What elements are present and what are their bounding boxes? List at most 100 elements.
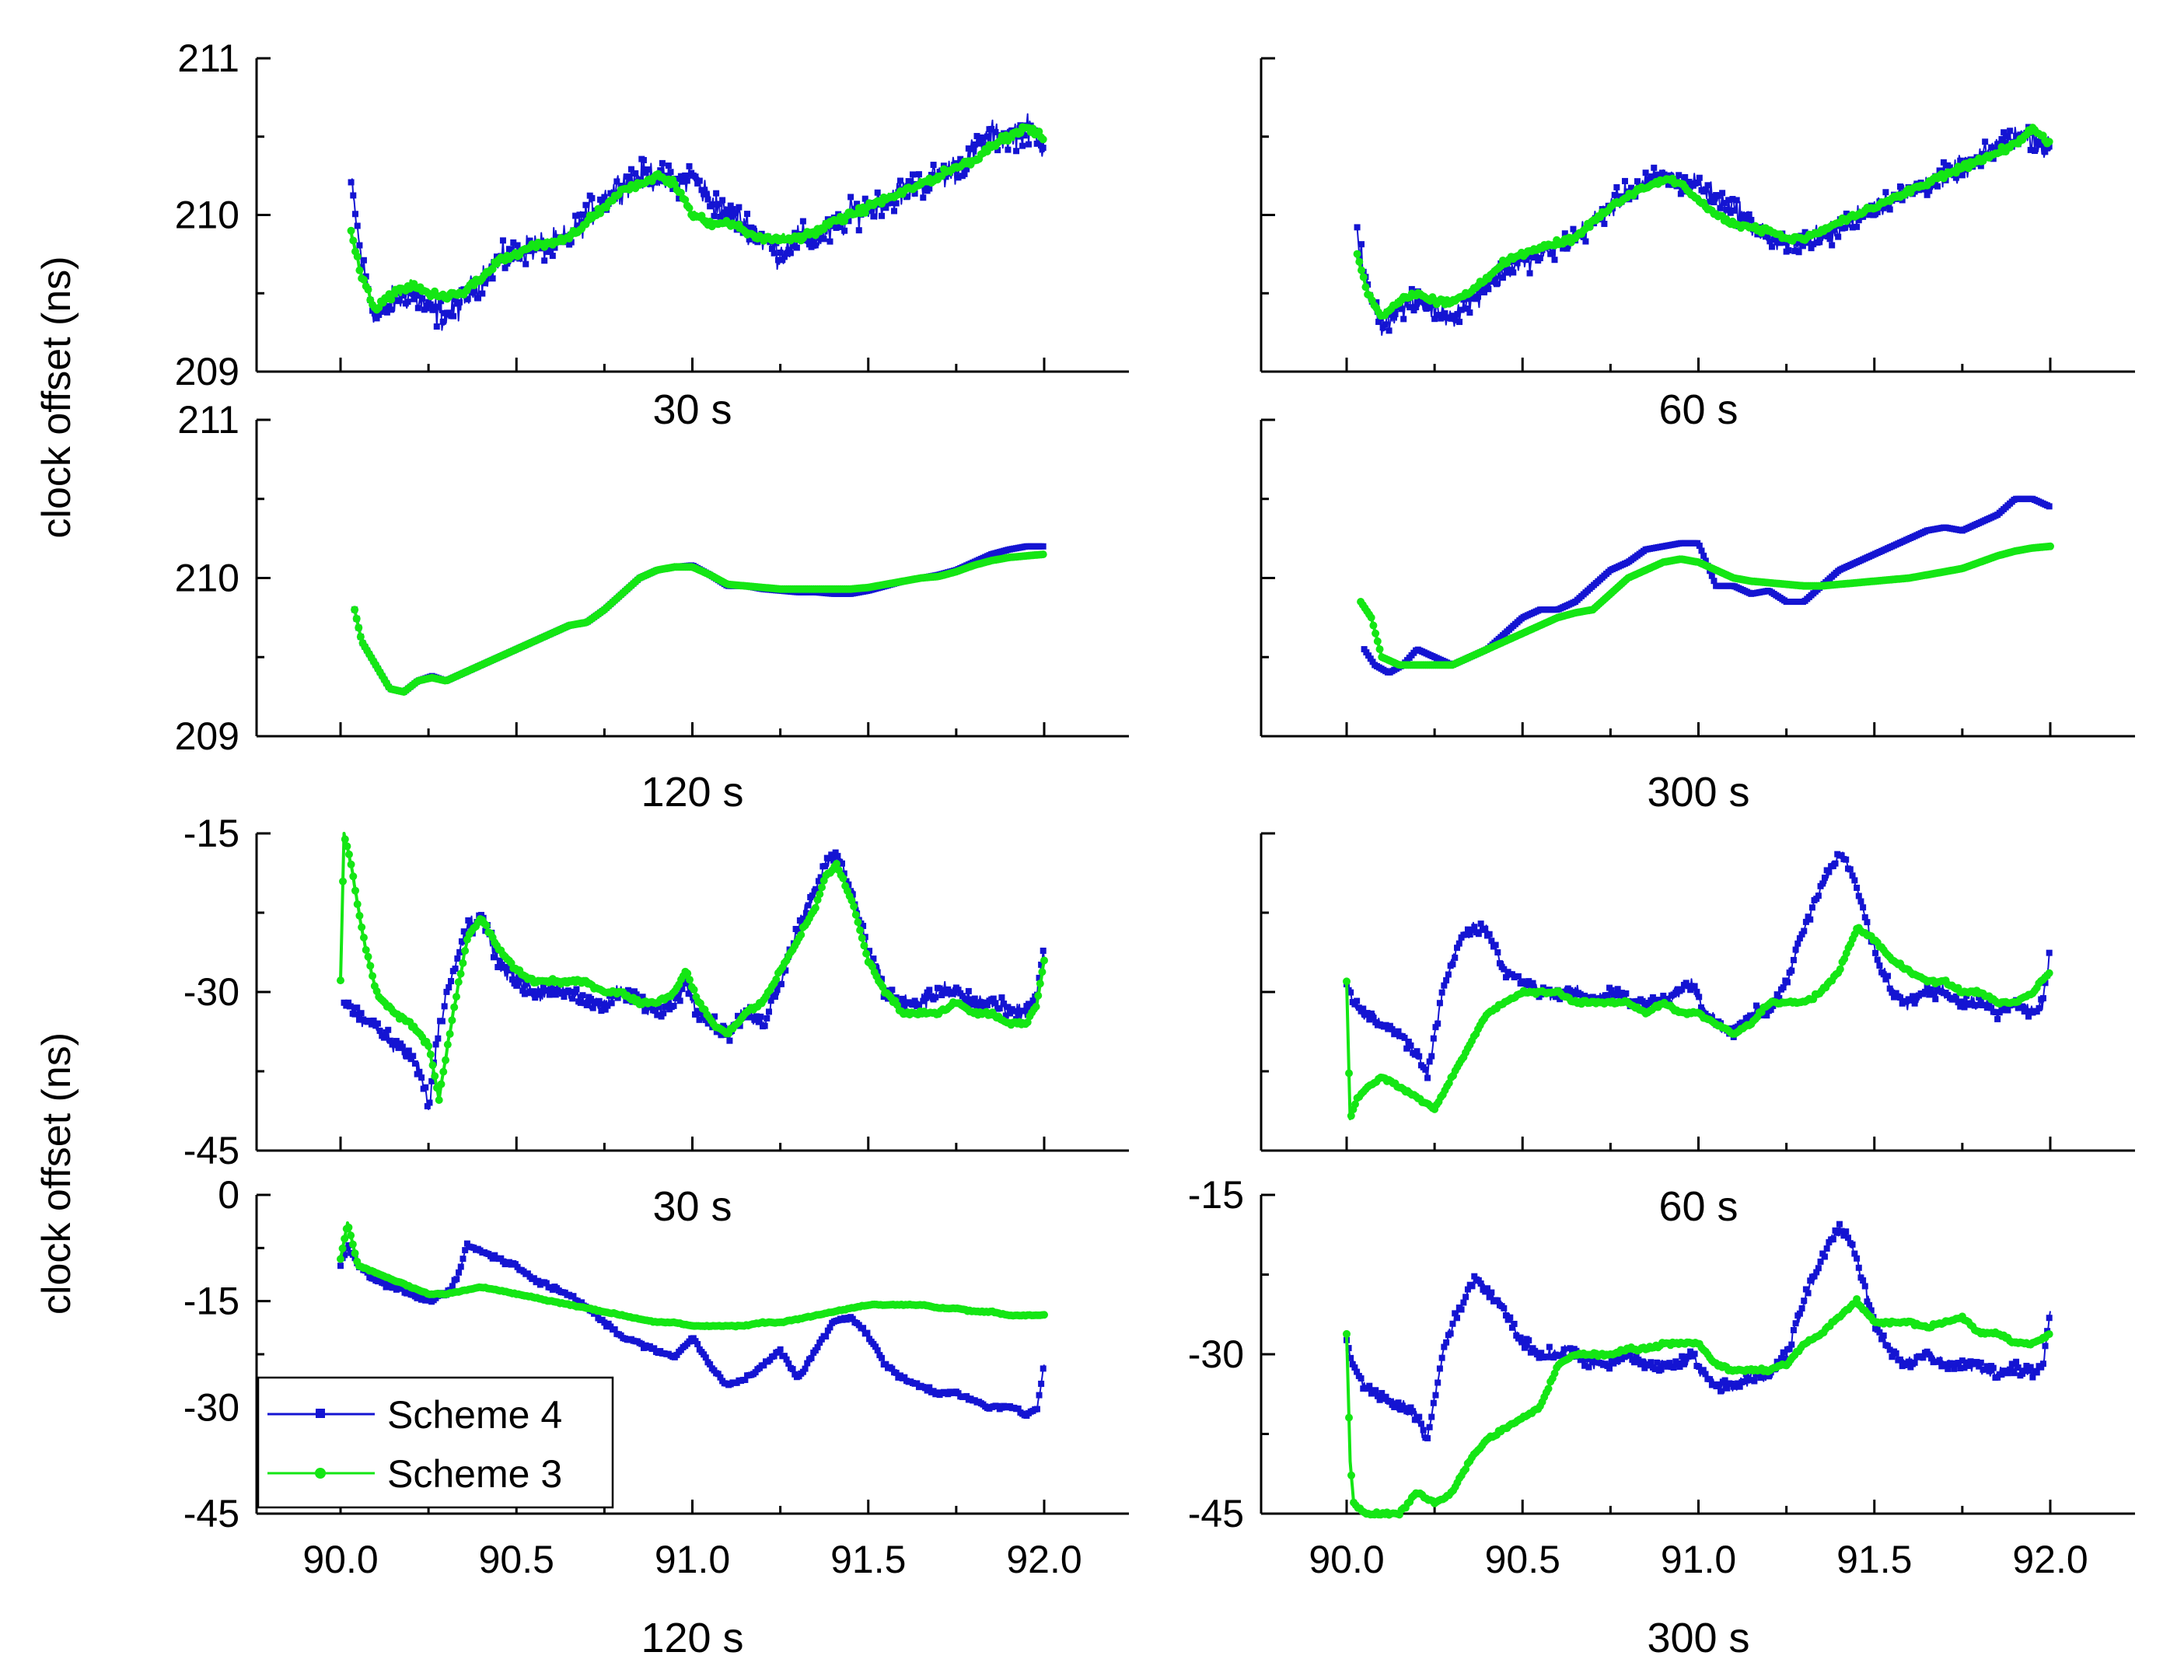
point-scheme-4	[1464, 1286, 1471, 1293]
point-scheme-3	[1347, 1112, 1355, 1120]
point-scheme-4	[496, 957, 503, 964]
point-scheme-4	[686, 162, 693, 169]
point-scheme-3	[439, 1067, 448, 1076]
point-scheme-4	[879, 212, 886, 219]
point-scheme-3	[341, 1235, 349, 1243]
point-scheme-4	[942, 173, 949, 180]
point-scheme-4	[452, 966, 459, 973]
point-scheme-4	[855, 1322, 862, 1329]
point-scheme-4	[1435, 312, 1442, 319]
point-scheme-4	[1370, 1015, 1377, 1022]
point-scheme-4	[1696, 542, 1703, 549]
point-scheme-4	[1731, 207, 1738, 214]
point-scheme-4	[1957, 157, 1964, 164]
point-scheme-4	[1038, 1380, 1045, 1387]
point-scheme-4	[676, 997, 683, 1004]
point-scheme-4	[1397, 1406, 1404, 1413]
point-scheme-4	[1527, 1349, 1534, 1356]
point-scheme-3	[1036, 980, 1044, 988]
point-scheme-4	[529, 988, 536, 995]
point-scheme-4	[889, 987, 896, 994]
point-scheme-4	[639, 994, 646, 1001]
point-scheme-4	[1860, 904, 1867, 911]
point-scheme-4	[1485, 285, 1492, 292]
point-scheme-3	[690, 986, 698, 994]
point-scheme-4	[1946, 164, 1953, 171]
point-scheme-4	[742, 1376, 749, 1383]
point-scheme-4	[1407, 1404, 1414, 1411]
point-scheme-4	[552, 991, 559, 998]
point-scheme-4	[1561, 230, 1568, 237]
point-scheme-4	[1801, 229, 1808, 236]
x-tick-label: 90.0	[302, 1538, 378, 1581]
point-scheme-4	[893, 1369, 900, 1376]
point-scheme-4	[1351, 1364, 1358, 1371]
point-scheme-4	[1552, 994, 1559, 1001]
point-scheme-4	[1452, 954, 1459, 961]
point-scheme-4	[926, 185, 933, 192]
point-scheme-4	[388, 306, 395, 313]
point-scheme-4	[400, 292, 407, 299]
point-scheme-4	[1889, 989, 1896, 996]
point-scheme-4	[796, 917, 803, 924]
point-scheme-4	[538, 988, 545, 995]
point-scheme-4	[1802, 918, 1809, 925]
point-scheme-4	[2025, 1013, 2032, 1020]
point-scheme-4	[1405, 1039, 1412, 1046]
point-scheme-4	[1452, 316, 1459, 323]
point-scheme-4	[1347, 989, 1354, 996]
point-scheme-3	[431, 1072, 439, 1081]
point-scheme-4	[448, 978, 455, 985]
point-scheme-4	[1719, 190, 1726, 197]
point-scheme-4	[1990, 155, 1997, 162]
point-scheme-4	[1570, 225, 1577, 232]
point-scheme-4	[419, 295, 426, 302]
point-scheme-4	[458, 938, 465, 945]
point-scheme-4	[1507, 1314, 1514, 1321]
point-scheme-3	[854, 918, 862, 927]
point-scheme-4	[479, 290, 486, 297]
point-scheme-3	[1016, 129, 1025, 138]
point-scheme-3	[425, 1042, 433, 1050]
point-scheme-4	[1816, 239, 1823, 246]
point-scheme-4	[657, 167, 664, 174]
point-scheme-4	[897, 177, 904, 184]
point-scheme-4	[1375, 318, 1382, 325]
point-scheme-4	[439, 1018, 446, 1025]
point-scheme-4	[354, 222, 361, 229]
point-scheme-4	[655, 1004, 662, 1011]
point-scheme-4	[1486, 931, 1493, 938]
point-scheme-4	[460, 928, 467, 935]
point-scheme-4	[1410, 307, 1417, 314]
point-scheme-4	[627, 988, 634, 995]
point-scheme-4	[945, 986, 952, 993]
point-scheme-4	[1374, 1392, 1381, 1399]
point-scheme-4	[828, 851, 835, 858]
point-scheme-4	[901, 1004, 908, 1011]
point-scheme-4	[1880, 204, 1887, 211]
y-tick-label: -45	[1188, 1492, 1244, 1535]
point-scheme-4	[774, 257, 781, 264]
point-scheme-4	[499, 237, 506, 244]
point-scheme-3	[850, 902, 858, 910]
point-scheme-4	[1992, 1009, 1999, 1016]
point-scheme-4	[816, 1339, 823, 1346]
point-scheme-4	[1469, 1283, 1476, 1290]
point-scheme-4	[1907, 997, 1914, 1004]
point-scheme-4	[789, 1366, 796, 1373]
point-scheme-4	[1021, 1008, 1028, 1015]
point-scheme-4	[992, 128, 999, 135]
point-scheme-4	[771, 1353, 778, 1360]
point-scheme-4	[1447, 1330, 1454, 1337]
point-scheme-3	[1375, 645, 1384, 654]
point-scheme-4	[820, 236, 827, 243]
point-scheme-4	[1484, 1285, 1490, 1292]
point-scheme-4	[1849, 224, 1856, 231]
point-scheme-3	[482, 921, 491, 930]
point-scheme-4	[1729, 196, 1736, 203]
point-scheme-4	[1664, 995, 1671, 1002]
point-scheme-4	[611, 1326, 618, 1333]
point-scheme-4	[1704, 182, 1711, 189]
panel-caption: 120 s	[641, 769, 743, 816]
